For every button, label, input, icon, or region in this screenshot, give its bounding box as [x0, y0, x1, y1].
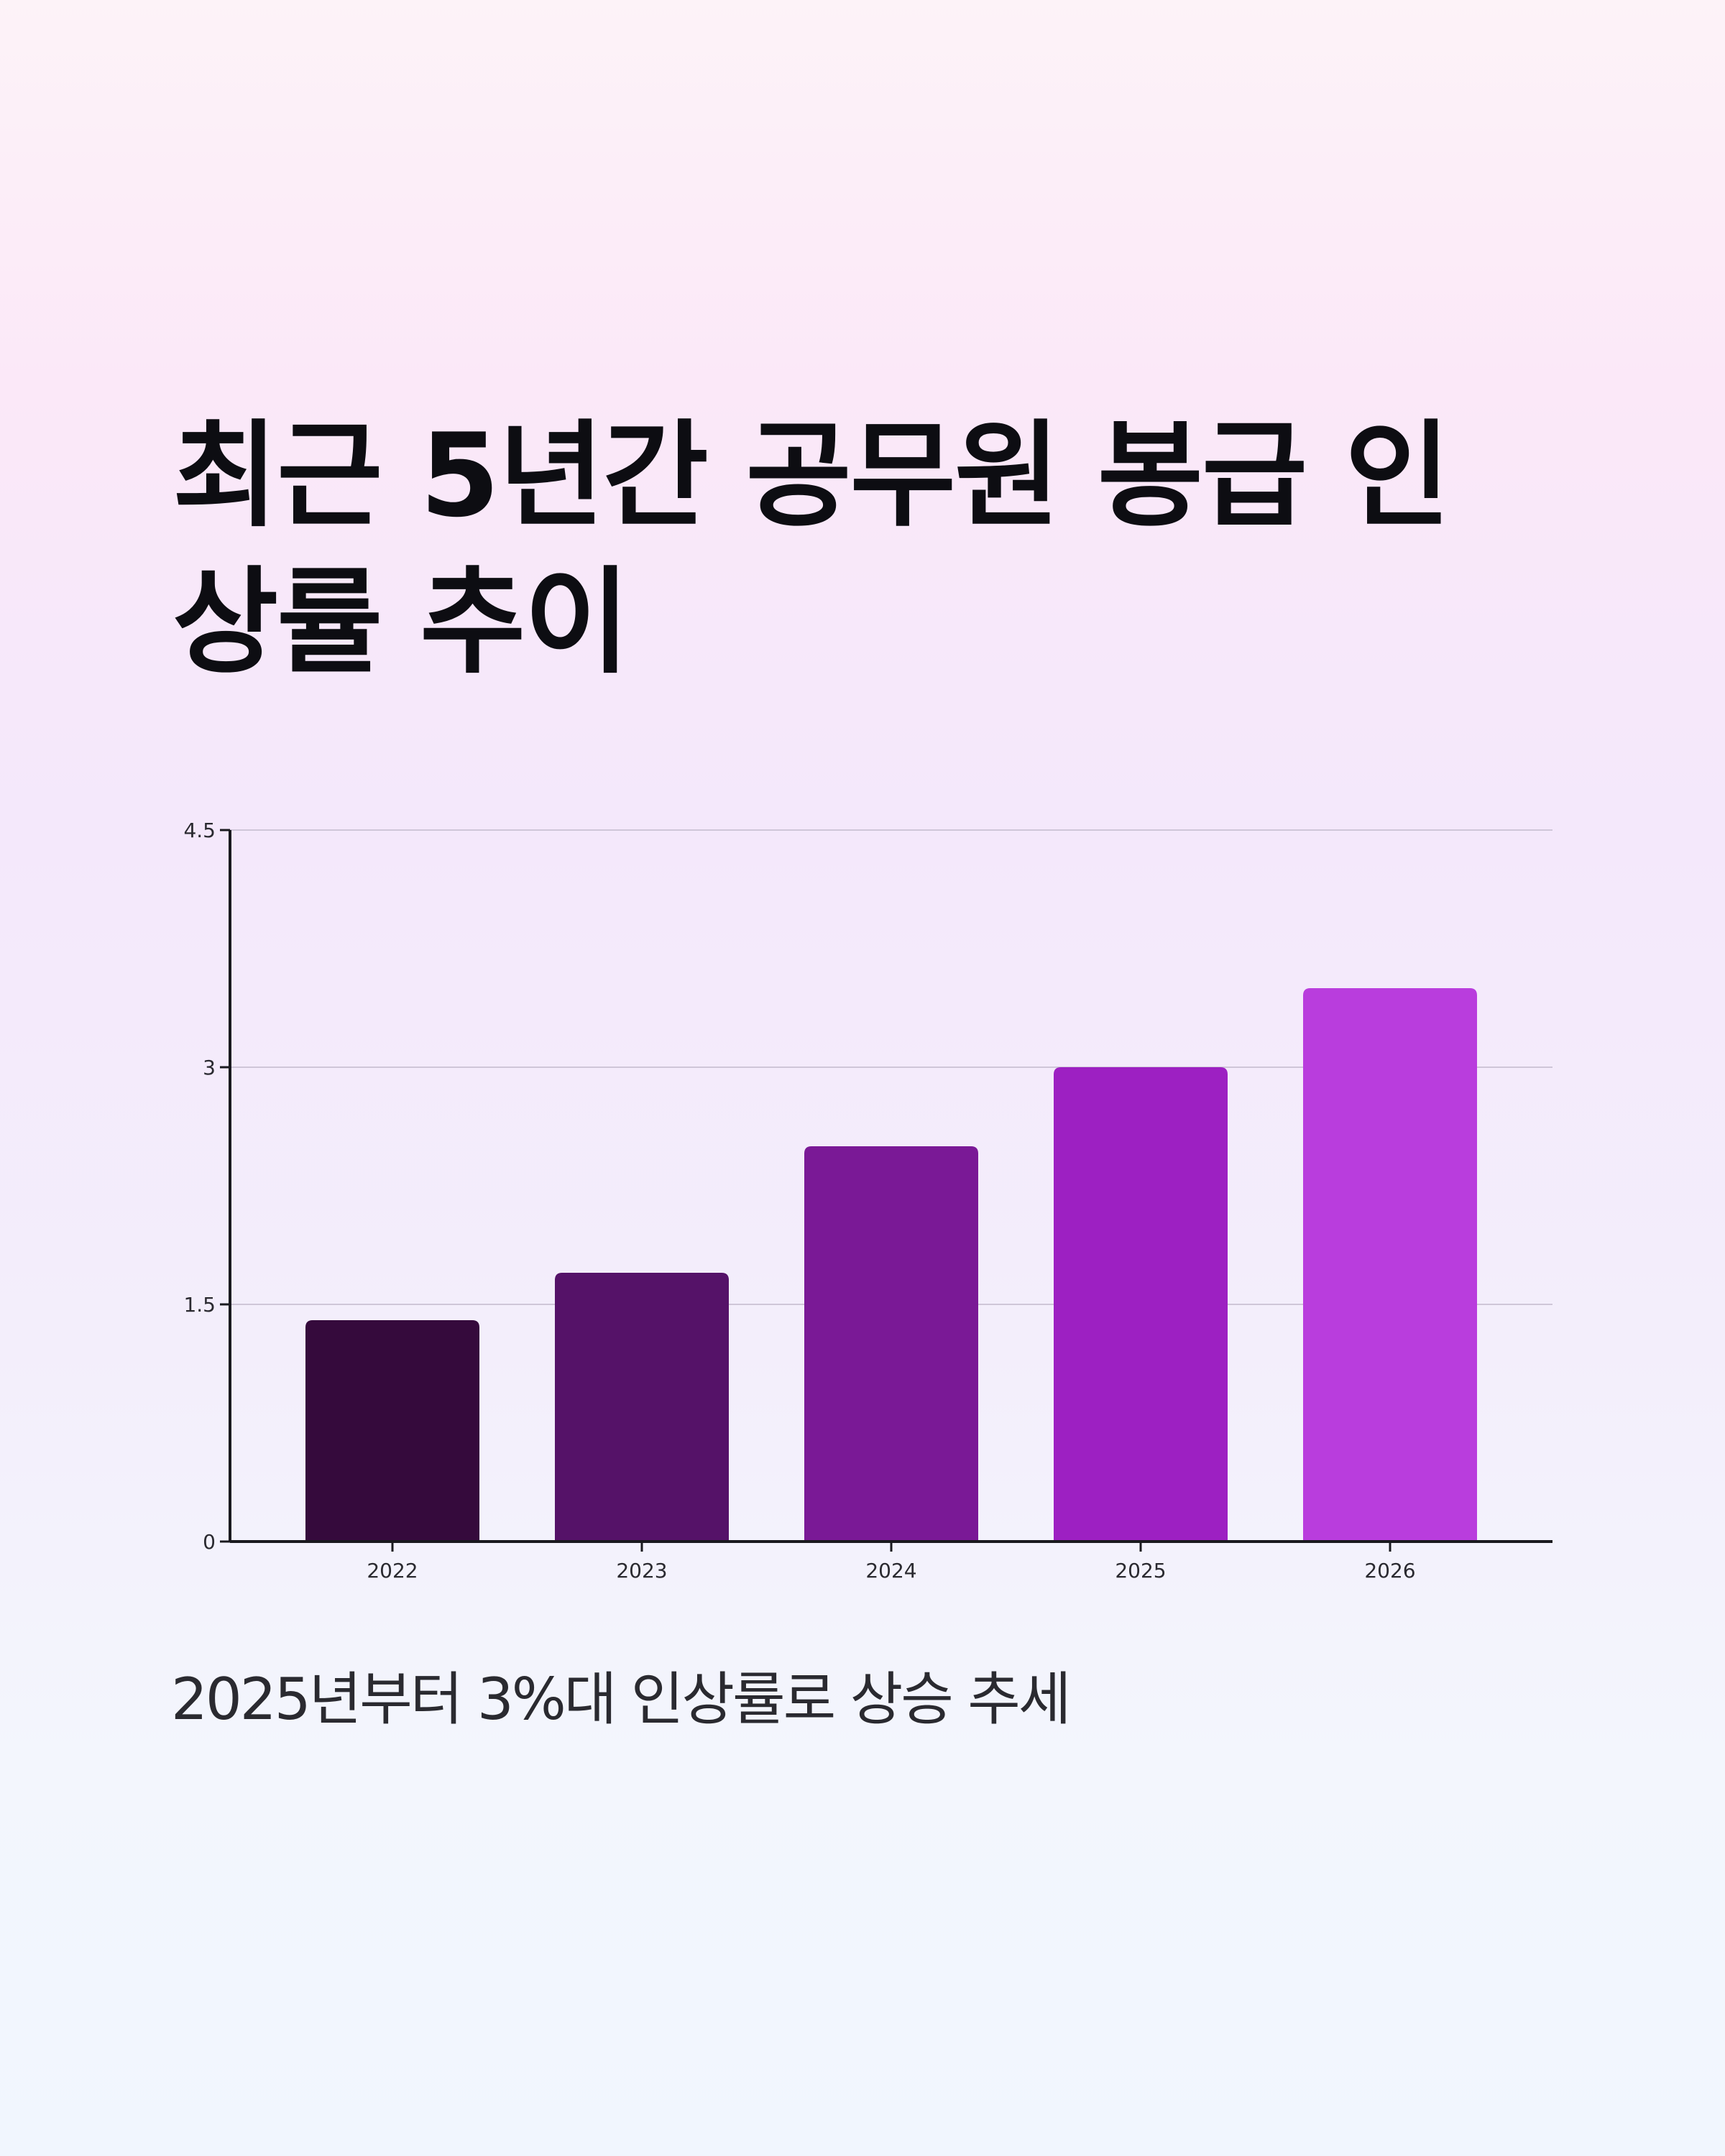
bar-2024 [804, 1146, 978, 1542]
bar-2025 [1054, 1067, 1228, 1542]
bar-chart: 0 1.5 3 4.5 2022 2023 2024 2025 2026 [183, 819, 1552, 1583]
x-tick-label-2022: 2022 [367, 1559, 418, 1583]
chart-subtitle: 2025년부터 3%대 인상률로 상승 추세 [171, 1666, 1071, 1733]
y-tick-label-0: 0 [203, 1530, 216, 1554]
y-tick-label-1: 1.5 [183, 1293, 216, 1317]
chart-title: 최근 5년간 공무원 봉급 인상률 추이 [172, 408, 1450, 689]
y-axis-ticks: 0 1.5 3 4.5 [183, 819, 230, 1554]
x-tick-label-2026: 2026 [1364, 1559, 1415, 1583]
bar-2022 [305, 1320, 479, 1542]
y-tick-label-3: 4.5 [183, 819, 216, 842]
x-tick-label-2023: 2023 [616, 1559, 667, 1583]
bar-2026 [1303, 988, 1477, 1542]
x-axis-ticks: 2022 2023 2024 2025 2026 [367, 1542, 1416, 1583]
bar-2023 [555, 1273, 729, 1542]
y-tick-label-2: 3 [203, 1056, 216, 1079]
x-tick-label-2025: 2025 [1115, 1559, 1166, 1583]
x-tick-label-2024: 2024 [865, 1559, 916, 1583]
bars [305, 988, 1477, 1542]
